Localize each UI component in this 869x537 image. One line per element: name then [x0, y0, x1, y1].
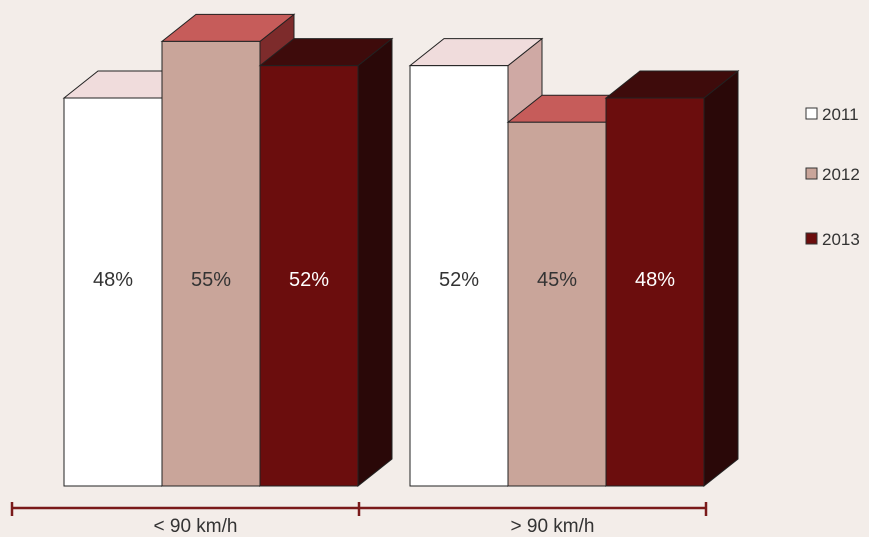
bar-front-face — [259, 65, 359, 487]
bar-2013-0: 52% — [258, 37, 394, 488]
bar-value-label: 55% — [191, 269, 231, 291]
category-axis: < 90 km/h > 90 km/h — [10, 502, 708, 537]
bar-front-face — [161, 40, 261, 487]
bar-front-face — [63, 97, 163, 487]
bar-value-label: 48% — [93, 269, 133, 291]
bar-group-0: 48% 55% 52% — [62, 13, 394, 488]
bar-value-label: 48% — [635, 269, 675, 291]
legend: 2011 2012 2013 — [805, 105, 860, 249]
bar-side-face — [357, 37, 393, 488]
bar-front-face — [409, 65, 509, 487]
legend-swatch — [805, 167, 818, 180]
legend-swatch — [805, 107, 818, 120]
bar-value-label: 45% — [537, 269, 577, 291]
legend-item-2013: 2013 — [805, 230, 860, 249]
bar-value-label: 52% — [439, 269, 479, 291]
legend-swatch — [805, 232, 818, 245]
bars-group: 48% 55% 52% 52% 45% 48% — [62, 13, 740, 488]
bar-group-1: 52% 45% 48% — [408, 37, 740, 488]
legend-label: 2012 — [822, 165, 860, 184]
legend-item-2012: 2012 — [805, 165, 860, 184]
bar-2013-1: 48% — [604, 69, 740, 488]
category-label: > 90 km/h — [511, 516, 595, 537]
category-label: < 90 km/h — [154, 516, 238, 537]
legend-item-2011: 2011 — [805, 105, 859, 124]
bar-value-label: 52% — [289, 269, 329, 291]
bar-front-face — [605, 97, 705, 487]
bar-front-face — [507, 121, 607, 487]
legend-label: 2011 — [822, 105, 859, 124]
legend-label: 2013 — [822, 230, 860, 249]
bar-side-face — [703, 69, 739, 488]
